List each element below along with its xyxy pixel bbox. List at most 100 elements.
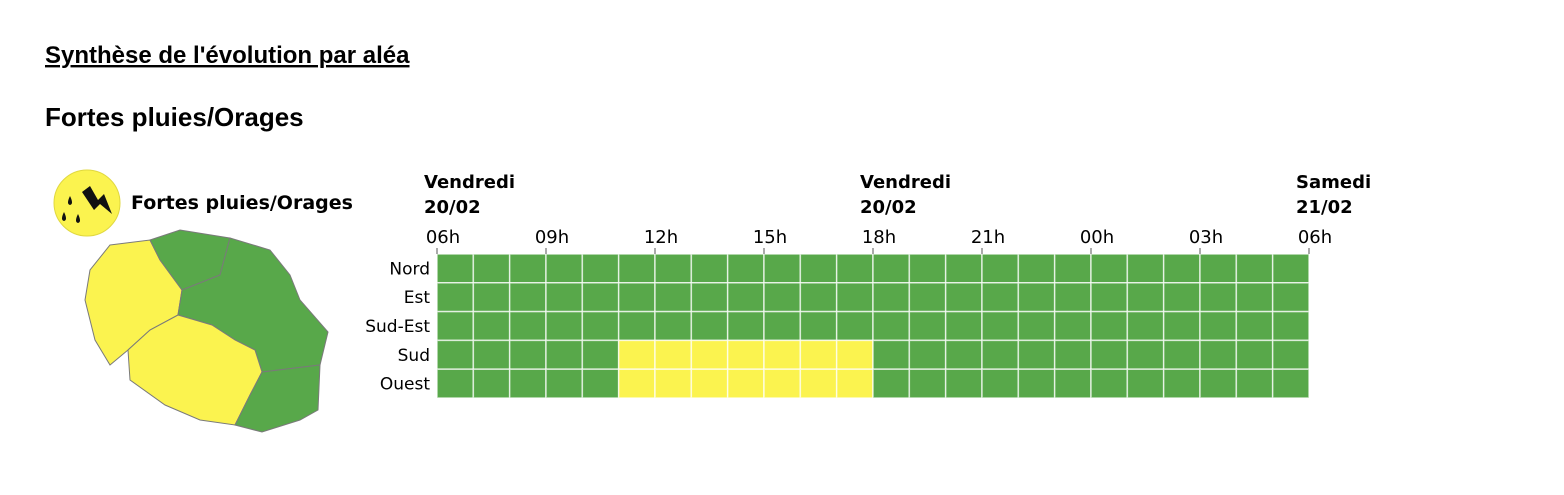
cell	[545, 339, 584, 370]
cell	[654, 282, 693, 313]
cell	[1017, 253, 1056, 284]
cell	[472, 310, 511, 342]
cell	[436, 282, 475, 313]
cell	[472, 253, 511, 284]
page-title: Synthèse de l'évolution par aléa	[45, 42, 410, 69]
cell	[1235, 310, 1274, 342]
cell	[1162, 339, 1201, 370]
cell	[981, 253, 1020, 284]
cell	[726, 368, 765, 399]
cell	[1162, 253, 1201, 284]
cell	[981, 310, 1020, 342]
cell	[1271, 310, 1310, 342]
cell	[654, 253, 693, 284]
day-date: 21/02	[1296, 197, 1353, 218]
cell	[1053, 339, 1092, 370]
cell	[436, 253, 475, 284]
cell	[654, 310, 693, 342]
cell	[1053, 310, 1092, 342]
cell	[1090, 368, 1129, 399]
cell	[835, 282, 874, 313]
cell	[1126, 282, 1165, 313]
cell	[726, 310, 765, 342]
cell	[617, 310, 656, 342]
row-label: Sud-Est	[365, 317, 430, 337]
cell	[472, 339, 511, 370]
cell	[1053, 368, 1092, 399]
cell	[690, 368, 729, 399]
cell	[799, 339, 838, 370]
cell	[1126, 253, 1165, 284]
hour-label: 09h	[535, 227, 569, 248]
cell	[617, 282, 656, 313]
cell	[1235, 339, 1274, 370]
hour-label: 06h	[426, 227, 460, 248]
cell	[545, 310, 584, 342]
cell	[436, 310, 475, 342]
cell	[436, 339, 475, 370]
cell	[835, 368, 874, 399]
cell	[581, 368, 620, 399]
cell	[581, 253, 620, 284]
cell	[617, 368, 656, 399]
cell	[508, 310, 547, 342]
cell	[1271, 282, 1310, 313]
cell	[1235, 368, 1274, 399]
cell	[617, 253, 656, 284]
cell	[726, 282, 765, 313]
cell	[1053, 253, 1092, 284]
cell	[799, 368, 838, 399]
cell	[1126, 339, 1165, 370]
cell	[908, 253, 947, 284]
day-name: Samedi	[1296, 172, 1371, 193]
day-name: Vendredi	[860, 172, 951, 193]
hour-label: 21h	[971, 227, 1005, 248]
cell	[944, 253, 983, 284]
row-label: Est	[404, 288, 431, 308]
hour-label: 03h	[1189, 227, 1223, 248]
row-label: Ouest	[380, 375, 430, 395]
cell	[1090, 282, 1129, 313]
cell	[763, 253, 802, 284]
day-name: Vendredi	[424, 172, 515, 193]
cell	[1017, 339, 1056, 370]
cell	[835, 310, 874, 342]
cell	[981, 282, 1020, 313]
cell	[1162, 282, 1201, 313]
cell	[981, 368, 1020, 399]
cell	[1199, 339, 1238, 370]
hour-label: 06h	[1298, 227, 1332, 248]
cell	[1199, 253, 1238, 284]
cell	[436, 368, 475, 399]
cell	[763, 368, 802, 399]
row-label: Sud	[398, 346, 430, 366]
cell	[763, 339, 802, 370]
cell	[508, 368, 547, 399]
cell	[617, 339, 656, 370]
day-date: 20/02	[424, 197, 481, 218]
cell	[1126, 310, 1165, 342]
cell	[654, 339, 693, 370]
cell	[908, 282, 947, 313]
hour-label: 15h	[753, 227, 787, 248]
cell	[1271, 368, 1310, 399]
cell	[581, 310, 620, 342]
row-label: Nord	[389, 259, 430, 279]
cell	[1053, 282, 1092, 313]
cell	[1090, 253, 1129, 284]
cell	[690, 310, 729, 342]
cell	[1090, 310, 1129, 342]
cell	[799, 282, 838, 313]
cell	[1271, 339, 1310, 370]
cell	[545, 368, 584, 399]
legend-label: Fortes pluies/Orages	[131, 192, 353, 214]
cell	[1162, 310, 1201, 342]
cell	[908, 310, 947, 342]
cell	[472, 368, 511, 399]
cell	[690, 253, 729, 284]
cell	[508, 339, 547, 370]
section-title: Fortes pluies/Orages	[45, 102, 304, 132]
cell	[908, 339, 947, 370]
cell	[1017, 282, 1056, 313]
